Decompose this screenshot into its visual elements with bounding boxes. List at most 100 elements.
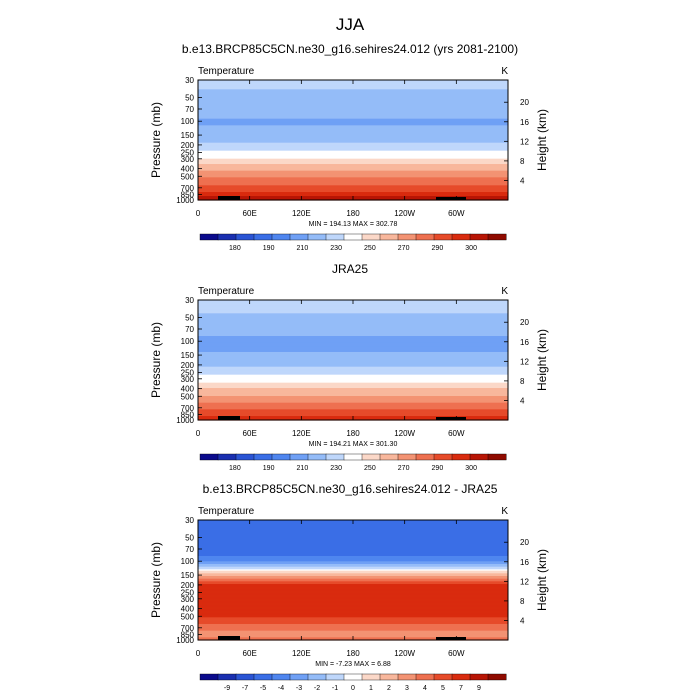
contour-band: [198, 624, 508, 626]
colorbar-label: 300: [465, 245, 477, 252]
colorbar-label: -1: [332, 685, 338, 692]
contour-band: [198, 610, 508, 613]
colorbar-label: 9: [477, 685, 481, 692]
min-max-stats: MIN = 194.13 MAX = 302.78: [309, 221, 398, 228]
terrain-mask: [436, 417, 466, 420]
colorbar-swatch: [253, 673, 273, 681]
panels: b.e13.BRCP85C5CN.ne30_g16.sehires24.012 …: [149, 42, 549, 692]
contour-band: [198, 116, 508, 118]
contour-band: [198, 526, 508, 529]
contour-band: [198, 393, 508, 396]
contour-band: [198, 626, 508, 629]
y-tick-label: 150: [181, 571, 195, 580]
contour-band: [198, 334, 508, 337]
contour-band: [198, 609, 508, 612]
colorbar-label: 210: [297, 245, 309, 252]
contour-band: [198, 328, 508, 330]
y-tick-label: 300: [181, 595, 195, 604]
height-tick-label: 20: [520, 318, 529, 327]
colorbar-label: 7: [459, 685, 463, 692]
contour-band: [198, 322, 508, 325]
contour-band: [198, 570, 508, 573]
x-tick-label: 60W: [448, 209, 465, 218]
colorbar-swatch: [199, 673, 219, 681]
contour-band: [198, 313, 508, 316]
contour-band: [198, 346, 508, 349]
contour-band: [198, 576, 508, 578]
contour-band: [198, 316, 508, 318]
contour-band: [198, 604, 508, 606]
contour-band: [198, 310, 508, 313]
x-tick-label: 120W: [394, 429, 415, 438]
contour-band: [198, 177, 508, 180]
contour-band: [198, 524, 508, 526]
contour-band: [198, 146, 508, 149]
contour-band: [198, 596, 508, 598]
contour-band: [198, 572, 508, 574]
contour-band: [198, 118, 508, 121]
height-axis-label: Height (km): [535, 329, 549, 391]
panel-units-label: K: [501, 66, 508, 77]
colorbar-swatch: [217, 453, 237, 461]
colorbar-swatch: [253, 453, 273, 461]
contour-band: [198, 126, 508, 129]
contour-band: [198, 149, 508, 152]
contour-band: [198, 105, 508, 108]
contour-band: [198, 536, 508, 538]
contour-band: [198, 557, 508, 560]
panel-left-label: Temperature: [198, 506, 255, 517]
colorbar-swatch: [487, 233, 507, 241]
colorbar-label: 230: [330, 465, 342, 472]
contour-band: [198, 365, 508, 368]
colorbar-swatch: [271, 673, 291, 681]
contour-band: [198, 354, 508, 357]
contour-band: [198, 345, 508, 348]
contour-band: [198, 632, 508, 634]
contour-band: [198, 533, 508, 536]
contour-band: [198, 544, 508, 546]
height-tick-label: 16: [520, 558, 529, 567]
contour-band: [198, 593, 508, 596]
height-axis: 20 16 12 8 4: [504, 538, 529, 625]
colorbar: 180 190 210 230 250 270 290 300: [199, 233, 507, 252]
contour-band: [198, 182, 508, 185]
contour-band: [198, 597, 508, 600]
colorbar-label: 270: [398, 245, 410, 252]
colorbar-label: 210: [297, 465, 309, 472]
y-tick-label: 400: [181, 385, 195, 394]
contour-band: [198, 110, 508, 113]
contour-band: [198, 381, 508, 384]
contour-band: [198, 574, 508, 577]
contour-band: [198, 548, 508, 550]
contour-band: [198, 189, 508, 192]
contour-band: [198, 573, 508, 576]
y-tick-label: 700: [181, 184, 195, 193]
contour-band: [198, 125, 508, 128]
colorbar-swatch: [199, 453, 219, 461]
height-axis: 20 16 12 8 4: [504, 98, 529, 185]
y-tick-label: 200: [181, 141, 195, 150]
colorbar-swatch: [343, 233, 363, 241]
contour-band: [198, 168, 508, 170]
contour-band: [198, 356, 508, 358]
y-tick-label: 30: [185, 296, 194, 305]
contour-band: [198, 600, 508, 602]
x-tick-label: 0: [196, 429, 201, 438]
contour-band: [198, 162, 508, 165]
colorbar-swatch: [289, 673, 309, 681]
y-tick-label: 300: [181, 375, 195, 384]
x-tick-label: 120W: [394, 649, 415, 658]
contour-band: [198, 144, 508, 146]
contour-band: [198, 581, 508, 584]
y-tick-label: 50: [185, 313, 194, 322]
colorbar-label: -5: [260, 685, 266, 692]
y-tick-label: 150: [181, 351, 195, 360]
contour-band: [198, 342, 508, 345]
contour-band: [198, 602, 508, 605]
y-tick-label: 700: [181, 624, 195, 633]
contour-band: [198, 372, 508, 374]
colorbar-label: 190: [263, 245, 275, 252]
contour-band: [198, 585, 508, 588]
